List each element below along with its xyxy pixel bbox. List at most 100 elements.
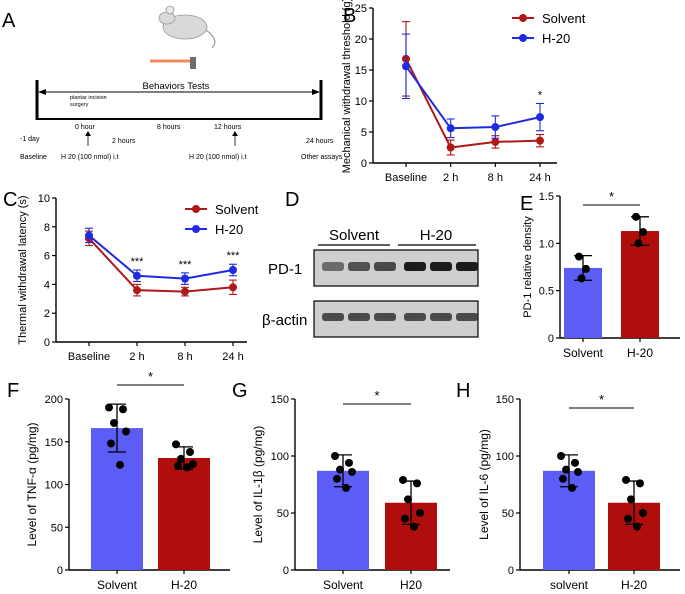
chart-b-significance: * (538, 89, 543, 101)
chart-e-significance: * (609, 189, 614, 204)
tick-12-hours: 12 hours (214, 124, 242, 131)
chart-g-ytick-label: 100 (271, 451, 289, 463)
chart-b-point (536, 136, 544, 145)
chart-g-data-point (399, 475, 407, 484)
chart-c-significance: *** (131, 256, 145, 268)
chart-h-data-point (557, 452, 565, 460)
chart-b-ytick-label: 10 (355, 96, 367, 108)
chart-e-xtick-label: H-20 (627, 346, 653, 360)
chart-h-significance: * (599, 392, 604, 407)
chart-c-significance: *** (227, 250, 241, 262)
chart-e-data-point (582, 264, 590, 273)
blot-band-pd1 (374, 262, 396, 271)
chart-g-data-point (342, 483, 350, 492)
tick-24-hours: 24 hours (306, 138, 334, 145)
chart-h-data-point (568, 483, 576, 492)
chart-b-series-line-1 (405, 65, 541, 130)
filament-handle (190, 57, 196, 69)
chart-b-xtick-label: 8 h (488, 172, 503, 184)
chart-g-data-point (404, 495, 412, 504)
chart-c-ytick-label: 2 (44, 308, 50, 320)
chart-b-legend-label: Solvent (542, 11, 586, 26)
mouse-head (158, 11, 176, 25)
chart-c-point (229, 283, 237, 292)
chart-b-point (491, 123, 500, 132)
chart-g-data-point (401, 514, 409, 523)
blot-band-actin (374, 313, 396, 321)
blot-label-pd1: PD-1 (268, 261, 302, 278)
chart-e-data-point (575, 252, 583, 261)
chart-f-bar (158, 457, 210, 570)
chart-e-data-point (634, 239, 643, 248)
chart-c-series-line-1 (88, 234, 234, 280)
chart-b-point (536, 113, 544, 122)
chart-h-data-point (624, 514, 632, 523)
blot-band-pd1 (430, 262, 452, 271)
chart-b-ytick-label: 5 (361, 127, 367, 139)
blot-group-h20: H-20 (420, 227, 453, 244)
chart-h-data-point (627, 495, 635, 504)
chart-c-point (133, 271, 141, 280)
chart-c-legend-label: Solvent (215, 202, 259, 217)
blot-band-actin (430, 313, 452, 321)
chart-h-data-point (636, 479, 644, 488)
chart-f-ytick-label: 50 (51, 522, 63, 534)
chart-b-ytick-label: 0 (361, 158, 367, 170)
panel-a: A Behaviors Tests plantar incision surge… (2, 5, 343, 161)
chart-c-significance: *** (179, 259, 193, 271)
chart-c-ytick-label: 8 (44, 222, 50, 234)
chart-e-ytick-label: 1.0 (539, 238, 554, 250)
chart-f-significance: * (148, 369, 153, 384)
chart-e-data-point (577, 274, 586, 283)
chart-h-ytick-label: 150 (496, 394, 514, 406)
blot-band-pd1 (456, 262, 478, 271)
chart-c-point (181, 274, 189, 283)
blot-group-solvent: Solvent (329, 227, 380, 244)
chart-f-xtick-label: Solvent (97, 578, 138, 592)
chart-c-legend-marker (192, 205, 200, 213)
panel-f: F 0 50 100 150 200 Level of TNF-α (pg/mg) Solv… (7, 369, 230, 592)
tick-2-hours: 2 hours (112, 138, 136, 145)
chart-c-ytick-label: 10 (38, 193, 50, 205)
panel-label-h: H (456, 380, 470, 402)
injection-arrow-1-head (85, 131, 91, 136)
chart-g-data-point (410, 522, 418, 531)
chart-f-ytick-label: 100 (45, 480, 63, 492)
chart-h-y-axis-label: Level of IL-6 (pg/mg) (477, 429, 491, 540)
chart-g-xtick-label: Solvent (323, 578, 364, 592)
blot-band-actin (348, 313, 370, 321)
chart-g-data-point (336, 465, 344, 474)
chart-c-point (181, 287, 189, 296)
blot-band-actin (404, 313, 426, 321)
chart-h-xtick-label: H-20 (621, 578, 647, 592)
chart-f-data-point (105, 403, 113, 412)
chart-h-ytick-label: 0 (508, 565, 514, 577)
chart-f-ytick-label: 0 (57, 565, 63, 577)
mouse-illustration (150, 5, 216, 69)
chart-b-point (402, 62, 410, 71)
blot-label-actin: β-actin (262, 312, 307, 329)
chart-g-data-point (333, 474, 341, 483)
chart-c-legend-marker (192, 225, 200, 233)
tick-minus1-day: -1 day (20, 136, 40, 143)
chart-e-bar (621, 231, 659, 338)
chart-f-ytick-label: 200 (45, 394, 63, 406)
chart-f-y-axis-label: Level of TNF-α (pg/mg) (25, 422, 39, 546)
chart-c-xtick-label: 8 h (177, 351, 192, 363)
chart-f-ytick-label: 150 (45, 437, 63, 449)
chart-b-xtick-label: 24 h (529, 172, 550, 184)
mouse-tail (205, 29, 216, 49)
behaviors-arrow-right-head (312, 89, 320, 95)
chart-g-data-point (413, 479, 421, 488)
chart-h-data-point (562, 465, 570, 474)
panel-label-b: B (343, 5, 356, 27)
mouse-ear (165, 5, 175, 15)
chart-h-data-point (633, 522, 641, 531)
injection-arrow-2-head (232, 131, 238, 136)
chart-g-ytick-label: 50 (277, 508, 289, 520)
chart-b-ytick-label: 15 (355, 65, 367, 77)
blot-band-pd1 (404, 262, 426, 271)
chart-e-data-point (632, 212, 640, 221)
chart-c-y-axis-label: Thermal withdrawal latency (s) (17, 195, 29, 344)
